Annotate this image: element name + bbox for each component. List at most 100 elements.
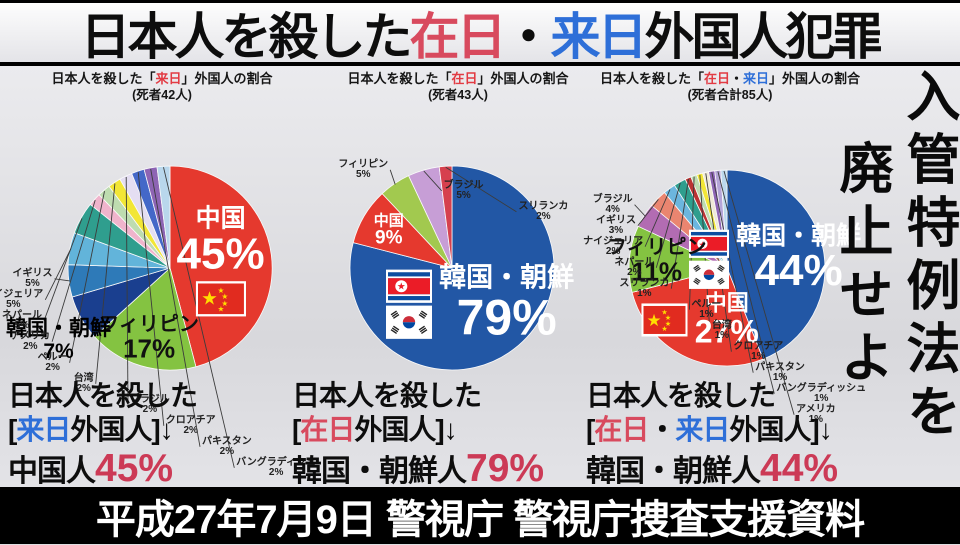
china-flag-icon: ★ ★★★★ [641,303,688,337]
chart-subtitle: (死者42人) [132,88,192,102]
pie-outside-label: スリランカ 2% [518,200,569,223]
label-leader-line [163,167,235,468]
svg-text:★: ★ [665,314,671,322]
chart-title-segment: 」外国人の割合 [769,71,861,86]
pie-outside-label: ペルー 1% [691,298,722,321]
label-leader-line [655,182,681,268]
label-leader-line [43,218,83,321]
pie-slice-0 [169,165,273,368]
annotation-rainichi: 日本人を殺した [来日外国人]↓ 中国人 45% [8,379,198,494]
annotation-segment: 来日 [16,414,71,445]
pie-outside-label: イギリス 3% [595,214,636,237]
pie-outside-label: ネパール 5% [2,309,43,332]
label-leader-line [95,183,116,384]
annotation-segment: 在日 [300,414,355,445]
pie-outside-label: クロアチア 2% [165,414,216,437]
pie-inside-label: 中国 45% ★ ★ ★ ★ ★ [177,206,265,317]
svg-text:★: ★ [665,321,671,329]
svg-text:★: ★ [662,325,668,333]
label-leader-line [69,191,105,363]
north-korea-flag-icon: ★ [386,269,433,303]
pie-outside-label: アメリカ 1% [796,403,836,426]
chart-title-segment: 日本人を殺した「 [51,71,156,86]
banner-segment: 在日 [409,8,507,65]
label-leader-line [723,170,795,415]
annotation-segment: 外国人] [354,414,444,445]
annotation-segment: ↓ [818,414,833,445]
pie-outside-label: 台湾 1% [711,319,732,342]
annotation-segment: ↓ [159,414,174,445]
annotation-line1: 日本人を殺した [8,380,198,411]
banner-divider [0,62,960,66]
pie-inside-label: ★ 韓国・朝鮮 79% [386,264,574,344]
annotation-segment: 外国人] [729,414,819,445]
korea-flags: ★ [689,229,730,289]
svg-text:★: ★ [397,282,406,293]
chart-title-segment: 」外国人の割合 [477,71,569,86]
annotation-segment: 来日 [675,414,730,445]
pie-slice-4 [438,165,453,269]
chart-title: 日本人を殺した「来日」外国人の割合 [4,68,320,87]
footer-text: 平成27年7月9日 警視庁 警視庁捜査支援資料 [95,497,865,542]
pie-slice-12 [156,165,171,269]
pie-outside-label: パキスタン 1% [755,361,805,384]
pie-outside-label: バングラディシュ 2% [236,456,317,479]
slice-label-text: 中国 27% [694,290,759,350]
slice-label-text: フィリピン 17% [99,313,199,364]
slice-label-text: 韓国・朝鮮 44% [736,221,862,296]
annotation-segment: 外国人] [70,414,160,445]
annotation-segment: 45% [95,447,174,490]
top-border [0,0,960,3]
pie-outside-label: 台湾 2% [73,372,94,395]
chart-title-segment: 日本人を殺した「 [599,71,704,86]
chart-title-segment: ・ [729,71,743,86]
chart-title-segment: 来日 [743,71,770,86]
chart-title-segment: 在日 [451,71,478,86]
pie-chart-rainichi: 日本人を殺した「来日」外国人の割合 (死者42人) 中国 45% ★ ★ ★ ★ ★ フィリピ… [0,64,320,478]
pie-outside-label-large: 韓国・朝鮮 7% [6,316,111,363]
pie-outside-label: ナイジェリア 2% [583,235,644,258]
pie-outside-label: ペルー 2% [37,351,68,374]
svg-text:★: ★ [217,286,224,295]
annotation-segment: 在日 [594,414,649,445]
pie-slice-0 [726,169,826,360]
annotation-line2: [在日・来日外国人]↓ [586,413,838,447]
svg-text:★: ★ [221,299,228,308]
svg-text:★: ★ [647,310,662,330]
svg-text:★: ★ [662,309,668,317]
pie-svg [43,165,273,468]
annotation-segment: 韓国・朝鮮人 [292,455,467,488]
annotation-segment: [ [8,414,17,445]
annotation-line1: 日本人を殺した [292,380,482,411]
pie-inside-label: フィリピン 11% [607,238,707,285]
annotation-line2: [来日外国人]↓ [8,413,197,447]
annotation-zainichi: 日本人を殺した [在日外国人]↓ 韓国・朝鮮人 79% [292,379,544,494]
label-leader-line [423,170,443,192]
banner-segment: ・ [503,8,554,65]
pie-outside-label: アメリカ 2% [10,330,51,353]
label-leader-line [717,171,775,394]
pie-outside-label: スリランカ 1% [619,277,670,300]
annotation-segment: 79% [466,447,545,490]
pie-chart-combined: 日本人を殺した「在日・来日」外国人の割合 (死者合計85人) ★ 韓国・朝鮮 44%… [582,64,878,425]
label-leader-line [637,199,659,226]
pie-outside-label: ネパール 2% [614,256,655,279]
annotation-combined: 日本人を殺した [在日・来日外国人]↓ 韓国・朝鮮人 44% [586,379,838,494]
footer-bar: 平成27年7月9日 警視庁 警視庁捜査支援資料 [0,487,960,544]
chart-title: 日本人を殺した「在日・来日」外国人の割合 [582,68,878,87]
label-leader-line [711,172,754,373]
annotation-result: 韓国・朝鮮人 79% [292,447,544,494]
pie-slice-2 [628,225,729,293]
pie-outside-label: ブラジル 4% [592,193,633,216]
annotation-segment: 韓国・朝鮮人 [586,455,761,488]
annotation-segment: 中国人 [8,455,96,488]
chart-title-segment: 」外国人の割合 [181,71,273,86]
label-leader-line [125,176,129,405]
pie-outside-label: フィリピン 5% [338,158,389,181]
chart-subtitle: (死者43人) [428,88,488,102]
annotation-segment: 44% [760,447,839,490]
svg-text:★: ★ [217,304,224,313]
annotation-segment: [ [292,414,301,445]
label-leader-line [137,172,165,426]
vertical-slogan-line2: 廃止せよ [831,140,891,392]
